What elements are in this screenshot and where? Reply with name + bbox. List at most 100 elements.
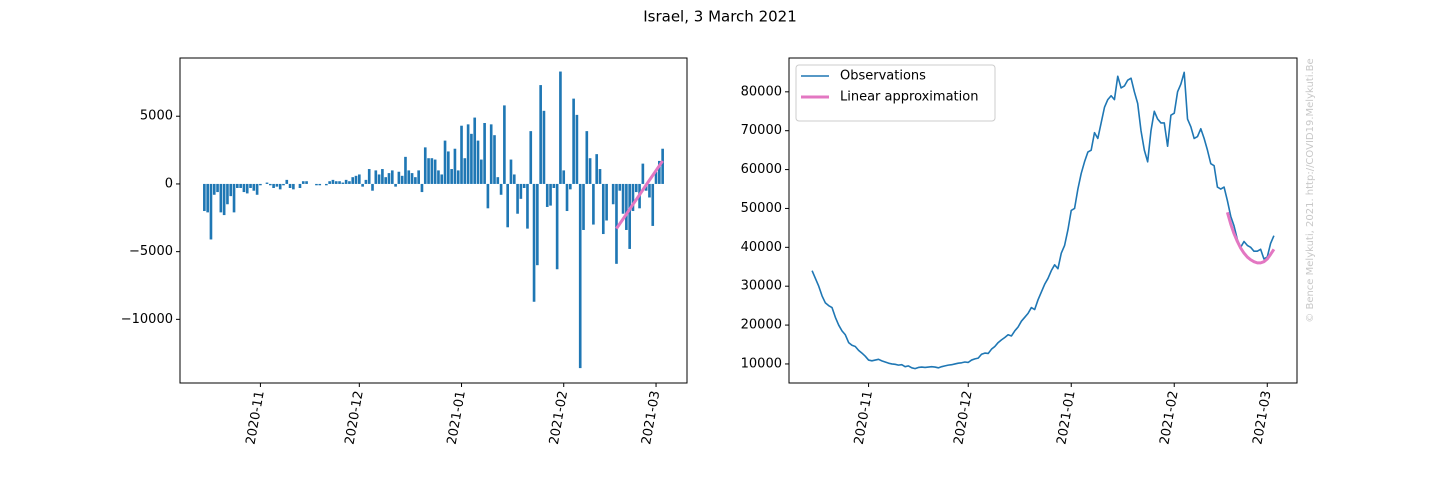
plot-frame [788,57,1298,384]
bar [348,181,351,184]
bar [255,183,259,195]
bar [503,105,506,184]
bar [588,158,592,184]
y-tick-label: 80000 [741,84,782,99]
line [615,160,664,230]
bar [351,177,355,184]
bar [601,183,605,235]
bar [565,183,569,212]
line [811,71,1275,370]
bar [519,183,523,199]
bar [473,117,477,184]
bar [328,181,331,184]
y-tick-label: 60000 [741,162,782,177]
bar [463,158,467,184]
bar [242,183,246,193]
bar [236,183,239,188]
bar [476,140,480,184]
bar [493,135,496,184]
bar [367,169,371,184]
bar [259,183,262,186]
bar [288,183,292,188]
bar [536,183,539,266]
figure-title: Israel, 3 March 2021 [643,8,797,26]
bar [486,183,490,209]
bar [404,156,407,184]
bar [390,170,394,184]
bar [582,183,585,230]
bar [407,170,411,184]
bar [651,183,655,226]
y-tick-label: 50000 [741,201,782,216]
bar [265,182,269,184]
bar [542,110,546,184]
bar [417,170,420,184]
bar [456,170,460,184]
bar [634,183,638,193]
bar [572,98,575,184]
bar [479,159,483,184]
bar [315,183,318,186]
bar [526,183,529,229]
bar [219,183,223,213]
bar [278,183,282,190]
bar [562,170,566,184]
bar [552,183,556,188]
y-tick-label: 30000 [741,279,782,294]
bar [539,85,542,184]
bar [414,177,417,184]
bar [522,183,526,188]
bar [628,183,631,249]
bar [397,171,401,184]
bar [499,183,503,195]
bar [496,177,500,184]
y-tick-label: 20000 [741,318,782,333]
bar [631,183,635,212]
bar [384,177,388,184]
bar [450,169,453,184]
bar [232,183,236,213]
bar [443,140,447,184]
bar [354,175,358,184]
y-tick-label: 0 [165,176,173,191]
bar [331,179,335,184]
bar [489,124,493,184]
bar [658,160,661,184]
bar [621,183,625,214]
bar [585,131,589,184]
bar [512,174,516,184]
bar [222,183,226,216]
bar [483,123,486,184]
watermark: © Bence Melykuti, 2021. http://COVID19.M… [1305,58,1316,322]
bar [301,181,305,184]
bar [206,183,209,213]
bar [361,183,364,187]
bar [239,183,242,188]
y-tick-label: −5000 [129,244,173,259]
bar [437,170,440,184]
bar [344,179,348,184]
bar [249,183,252,188]
bar [506,183,509,228]
bar [661,148,664,184]
bar [298,183,302,188]
bar [578,183,582,369]
bar [387,173,391,184]
bar [420,183,424,193]
y-tick-label: 40000 [741,240,782,255]
bar [545,183,549,207]
bar [341,182,345,184]
bar [285,179,289,184]
bar [229,183,233,197]
bar [272,183,275,188]
bar [216,183,219,193]
bar [529,131,533,184]
bar [394,183,397,187]
bar [648,183,651,198]
bar [209,183,213,240]
bar [427,158,430,184]
bar [615,183,618,264]
bar [598,169,602,184]
bar [555,183,559,270]
